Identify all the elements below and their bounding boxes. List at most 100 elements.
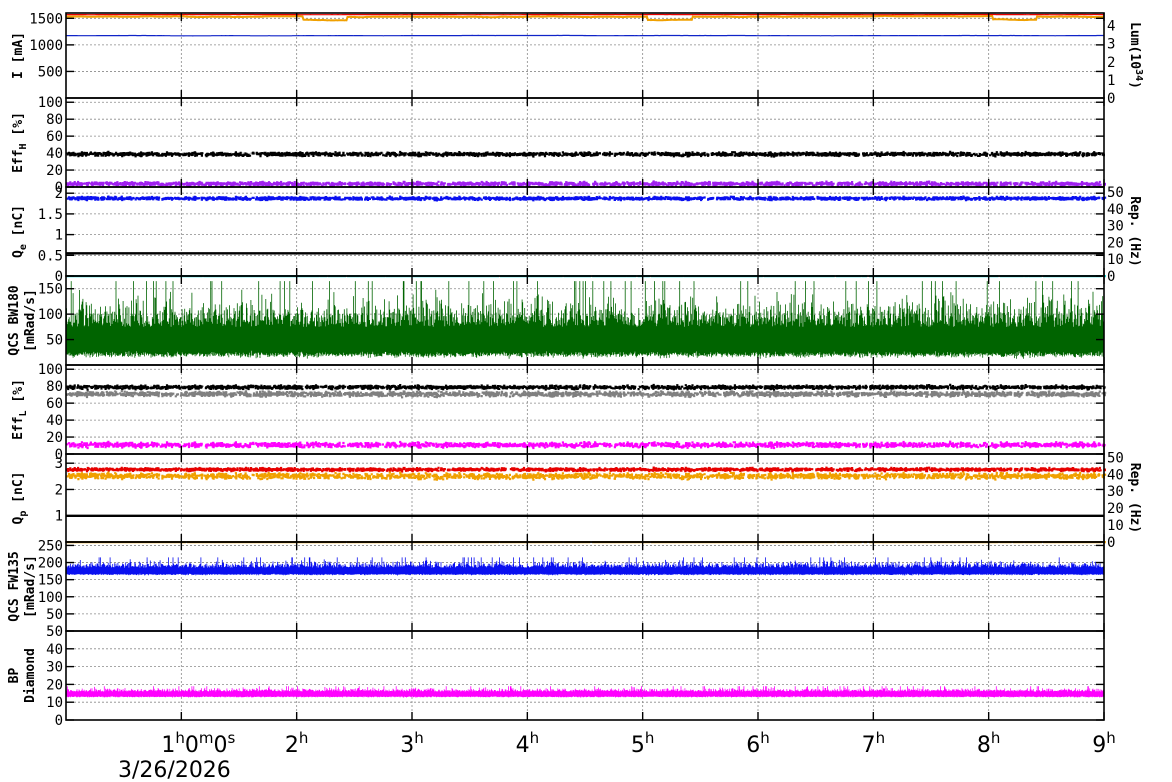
right-axis-label: Rep. (Hz) <box>1127 463 1142 533</box>
right-tick-label: 1 <box>1107 73 1115 89</box>
y-tick-label: 100 <box>38 307 63 323</box>
right-tick-label: 20 <box>1107 235 1124 251</box>
x-tick-label: 5h <box>631 729 655 758</box>
y-tick-label: 2 <box>55 186 63 202</box>
y-tick-label: 3 <box>55 456 63 472</box>
y-tick-label: 200 <box>38 556 63 572</box>
series-eff_h_2 <box>66 180 1106 188</box>
x-tick-label: 2h <box>285 729 309 758</box>
y-tick-label: 1500 <box>29 11 63 27</box>
series-points <box>66 466 1106 473</box>
y-tick-label: 0 <box>55 180 63 196</box>
series-area <box>65 557 1104 576</box>
series-line <box>66 34 1105 37</box>
series-eff_l_3 <box>66 440 1106 450</box>
x-tick-label: 4h <box>516 729 540 758</box>
y-axis-label: EffL [%] <box>11 379 29 440</box>
y-axis-label: Qe [nC] <box>11 205 29 258</box>
y-tick-label: 60 <box>46 396 63 412</box>
series-line <box>65 14 1104 22</box>
right-tick-label: 30 <box>1107 219 1124 235</box>
x-tick-label: 8h <box>977 729 1001 758</box>
y-tick-label: 50 <box>46 333 63 349</box>
y-tick-label: 0 <box>55 713 63 729</box>
panel-frame <box>65 12 1105 99</box>
x-tick-label: 6h <box>746 729 770 758</box>
y-tick-label: 1.5 <box>38 207 63 223</box>
y-axis-label-line2: [mRad/s] <box>23 289 38 352</box>
right-tick-label: 10 <box>1107 252 1124 268</box>
series-eff_l_2 <box>66 389 1107 399</box>
series-eff_h_1 <box>66 150 1106 158</box>
y-tick-label: 80 <box>46 379 63 395</box>
series-luminosity <box>66 34 1105 37</box>
x-tick-label: 1h0m0s <box>161 729 235 758</box>
y-tick-label: 1 <box>55 509 63 525</box>
y-tick-label: 1 <box>55 228 63 244</box>
right-tick-label: 0 <box>1107 91 1115 107</box>
y-tick-label: 10 <box>46 695 63 711</box>
series-points <box>66 389 1107 399</box>
series-points <box>66 440 1106 450</box>
y-tick-label: 60 <box>46 129 63 145</box>
y-tick-label: 100 <box>38 590 63 606</box>
right-tick-label: 30 <box>1107 484 1124 500</box>
right-tick-label: 10 <box>1107 518 1124 534</box>
y-tick-label: 250 <box>38 538 63 554</box>
y-axis-label: Qp [nC] <box>11 472 29 525</box>
series-points <box>66 180 1106 188</box>
data-layer <box>65 13 1107 698</box>
y-tick-label: 0 <box>55 447 63 463</box>
y-axis-label-line2: Diamond <box>23 648 38 703</box>
series-qcs_fw135 <box>65 557 1104 576</box>
right-tick-label: 3 <box>1107 37 1115 53</box>
y-tick-label: 150 <box>38 282 63 298</box>
x-tick-label: 9h <box>1092 729 1116 758</box>
y-axis-label-line2: [mRad/s] <box>23 555 38 618</box>
right-tick-label: 4 <box>1107 19 1115 35</box>
y-axis-label: BP <box>7 668 22 684</box>
right-tick-label: 40 <box>1107 467 1124 483</box>
y-tick-label: 100 <box>38 362 63 378</box>
y-tick-label: 150 <box>38 573 63 589</box>
series-area <box>65 686 1104 698</box>
y-tick-label: 30 <box>46 660 63 676</box>
series-points <box>66 471 1107 481</box>
x-axis: 1h0m0s 2h 3h 4h 5h 6h 7h 8h 9h <box>161 729 1115 758</box>
series-bp_diamond <box>65 686 1104 698</box>
y-axis-label: EffH [%] <box>11 112 29 173</box>
series-area <box>65 281 1104 359</box>
right-axis-label: Lum(1034) <box>1127 22 1144 89</box>
right-tick-label: 2 <box>1107 55 1115 71</box>
series-qp_charge_1 <box>66 466 1106 473</box>
right-tick-label: 20 <box>1107 501 1124 517</box>
y-tick-label: 50 <box>46 624 63 640</box>
right-tick-label: 0 <box>1107 269 1115 285</box>
right-axis-label: Rep. (Hz) <box>1127 196 1142 266</box>
y-axis-label: QCS FW135 <box>7 551 22 621</box>
panel-frame <box>65 97 1105 188</box>
y-tick-label: 20 <box>46 163 63 179</box>
y-axis-label: I [mA] <box>11 32 26 79</box>
right-tick-label: 40 <box>1107 202 1124 218</box>
y-tick-label: 20 <box>46 430 63 446</box>
y-tick-label: 1000 <box>29 38 63 54</box>
x-tick-label: 3h <box>400 729 424 758</box>
right-tick-label: 0 <box>1107 535 1115 551</box>
y-tick-label: 40 <box>46 642 63 658</box>
series-points <box>66 150 1106 158</box>
panel-frame <box>65 453 1105 543</box>
y-tick-label: 2 <box>55 482 63 498</box>
y-tick-label: 500 <box>38 64 63 80</box>
series-qcs_bw180 <box>65 281 1104 359</box>
y-tick-label: 50 <box>46 607 63 623</box>
x-tick-label: 7h <box>862 729 886 758</box>
y-tick-label: 100 <box>38 95 63 111</box>
grid-layer <box>66 13 1105 720</box>
series-her_current <box>65 14 1104 22</box>
y-tick-label: 80 <box>46 112 63 128</box>
x-axis-date: 3/26/2026 <box>118 758 231 782</box>
y-tick-label: 0 <box>55 269 63 285</box>
